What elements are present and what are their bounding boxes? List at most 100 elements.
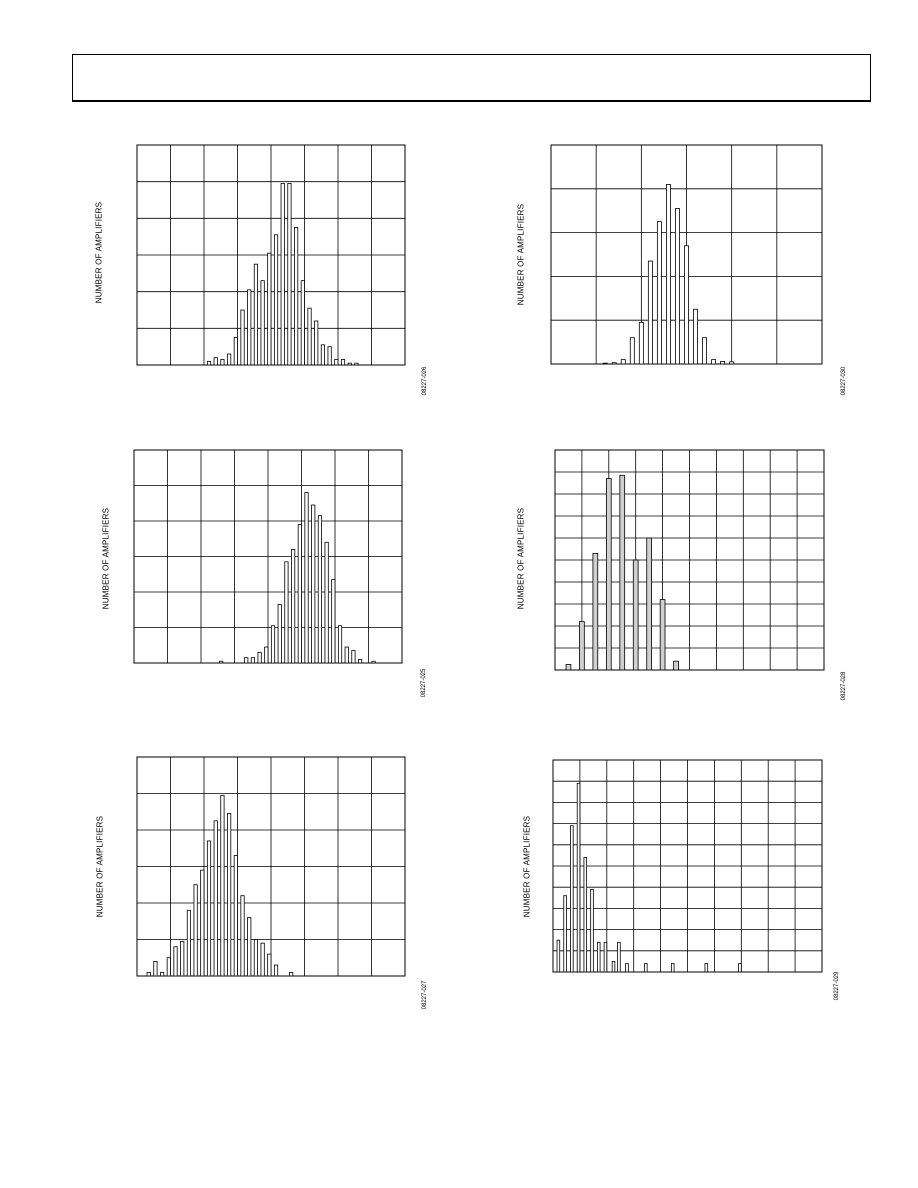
histogram-bar bbox=[273, 964, 279, 977]
histogram-bar bbox=[334, 359, 339, 366]
histogram-bar bbox=[291, 549, 296, 664]
histogram-bar bbox=[260, 942, 265, 977]
histogram-bar bbox=[233, 337, 238, 366]
histogram-bar bbox=[646, 537, 652, 671]
histogram-bar bbox=[337, 625, 343, 664]
histogram-bar bbox=[253, 939, 258, 977]
histogram-bar bbox=[358, 659, 363, 664]
histogram-bar bbox=[617, 941, 621, 973]
histogram-bar bbox=[219, 660, 224, 664]
histogram-bar bbox=[220, 359, 225, 366]
histogram-bar bbox=[351, 650, 356, 664]
histogram-bar bbox=[294, 227, 299, 366]
plot-frame bbox=[552, 759, 823, 973]
histogram-bar bbox=[570, 825, 574, 973]
histogram-bar bbox=[253, 263, 258, 366]
histogram-bar bbox=[244, 657, 249, 664]
histogram-bar bbox=[173, 946, 178, 977]
histogram-bar bbox=[647, 260, 653, 365]
histogram-bar bbox=[704, 963, 709, 973]
histogram-bar bbox=[738, 963, 742, 973]
histogram-bar bbox=[227, 353, 232, 366]
histogram-bar bbox=[327, 346, 332, 366]
histogram-bar bbox=[675, 208, 680, 365]
histogram-bar bbox=[602, 362, 608, 365]
histogram-bar bbox=[670, 963, 675, 973]
histogram-bar bbox=[576, 782, 581, 973]
histogram-bar bbox=[620, 359, 626, 365]
histogram-bar bbox=[596, 941, 601, 973]
histogram-bar bbox=[166, 957, 171, 977]
histogram-bar bbox=[693, 308, 698, 365]
histogram-bar bbox=[297, 524, 302, 664]
histogram-bar bbox=[565, 664, 572, 671]
histogram-bar bbox=[702, 337, 707, 365]
histogram-bar bbox=[270, 625, 276, 664]
histogram-bar bbox=[240, 309, 245, 366]
histogram-bar bbox=[280, 183, 285, 366]
histogram-bar bbox=[720, 360, 726, 365]
histogram-bar bbox=[659, 599, 666, 671]
histogram-bar bbox=[711, 359, 717, 365]
histogram-bar bbox=[629, 337, 635, 365]
histogram-bar bbox=[233, 855, 238, 977]
histogram-bar bbox=[644, 963, 648, 973]
histogram-bar bbox=[300, 280, 305, 366]
histogram-bar bbox=[289, 971, 294, 977]
histogram-bar bbox=[603, 941, 608, 973]
histogram-bar bbox=[273, 234, 279, 366]
histogram-bar bbox=[153, 961, 158, 977]
histogram-bar bbox=[579, 621, 585, 671]
histogram-bar bbox=[146, 971, 151, 977]
histogram-bar bbox=[220, 794, 225, 977]
histogram-bar bbox=[632, 559, 639, 671]
histogram-bar bbox=[213, 357, 218, 366]
histogram-bar bbox=[656, 221, 662, 365]
histogram-bar bbox=[314, 320, 319, 366]
histogram-bar bbox=[611, 362, 617, 365]
histogram-bar bbox=[267, 252, 272, 366]
histogram-bar bbox=[583, 857, 588, 973]
histogram-bar bbox=[240, 895, 245, 977]
histogram-bar bbox=[200, 869, 205, 977]
histogram-bar bbox=[213, 820, 218, 977]
histogram-bar bbox=[206, 360, 212, 366]
histogram-bar bbox=[307, 307, 312, 366]
histogram-bar bbox=[590, 888, 594, 973]
histogram-bar bbox=[311, 504, 316, 664]
histogram-bar bbox=[605, 478, 612, 671]
histogram-bar bbox=[619, 474, 626, 671]
histogram-bar bbox=[347, 362, 352, 366]
histogram-bar bbox=[324, 541, 329, 664]
histogram-bar bbox=[344, 646, 349, 664]
histogram-bar bbox=[684, 245, 689, 365]
histogram-bar bbox=[638, 321, 644, 365]
histogram-bar bbox=[729, 361, 735, 365]
histogram-bar bbox=[180, 940, 185, 977]
histogram-bar bbox=[592, 553, 599, 671]
histogram-bar bbox=[673, 660, 679, 671]
histogram-bar bbox=[317, 515, 322, 664]
histogram-bar bbox=[206, 840, 212, 977]
histogram-bar bbox=[304, 492, 309, 664]
histogram-bar bbox=[666, 184, 671, 365]
histogram-bar bbox=[287, 183, 292, 366]
histogram-bar bbox=[354, 362, 359, 366]
histogram-bar bbox=[625, 963, 629, 973]
histogram-bar bbox=[563, 895, 567, 973]
page-header-box bbox=[72, 54, 871, 102]
histogram-bar bbox=[611, 961, 616, 973]
histogram-bar bbox=[186, 909, 191, 977]
histogram-bar bbox=[320, 344, 325, 366]
histogram-bar bbox=[556, 939, 561, 973]
histogram-bar bbox=[257, 651, 262, 664]
histogram-bar bbox=[277, 604, 282, 664]
histogram-bar bbox=[250, 657, 255, 664]
histogram-bar bbox=[160, 971, 165, 977]
histogram-bar bbox=[227, 813, 232, 977]
